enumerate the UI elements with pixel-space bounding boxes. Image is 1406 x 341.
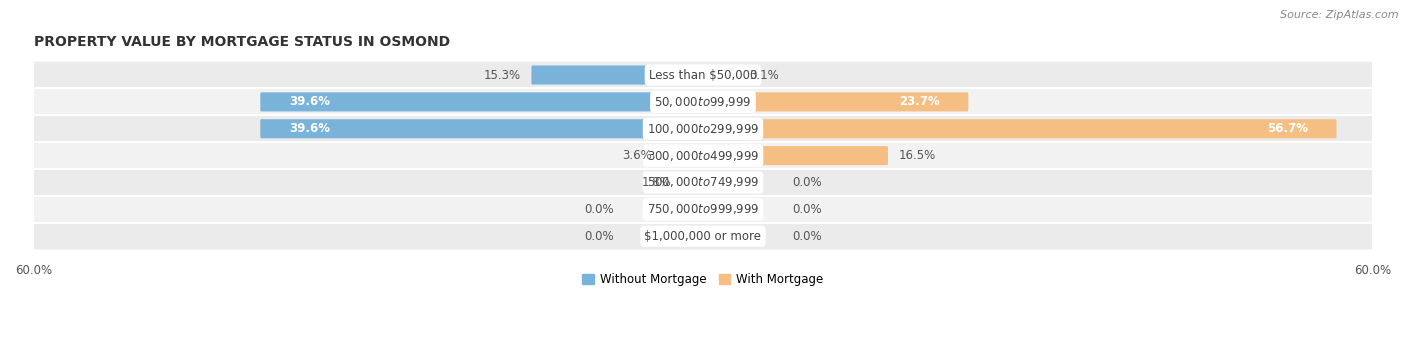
Text: PROPERTY VALUE BY MORTGAGE STATUS IN OSMOND: PROPERTY VALUE BY MORTGAGE STATUS IN OSM… [34,35,450,49]
Text: $50,000 to $99,999: $50,000 to $99,999 [654,95,752,109]
Text: 39.6%: 39.6% [290,122,330,135]
Text: 16.5%: 16.5% [898,149,935,162]
Text: 0.0%: 0.0% [792,230,823,243]
Text: Less than $50,000: Less than $50,000 [648,69,758,81]
FancyBboxPatch shape [11,62,1395,88]
Text: 39.6%: 39.6% [290,95,330,108]
FancyBboxPatch shape [662,146,704,165]
FancyBboxPatch shape [11,169,1395,196]
Text: 0.0%: 0.0% [792,176,823,189]
Text: 1.8%: 1.8% [643,176,672,189]
FancyBboxPatch shape [11,223,1395,250]
Text: $1,000,000 or more: $1,000,000 or more [644,230,762,243]
FancyBboxPatch shape [11,89,1395,115]
Text: 23.7%: 23.7% [898,95,939,108]
FancyBboxPatch shape [11,116,1395,142]
Text: $100,000 to $299,999: $100,000 to $299,999 [647,122,759,136]
FancyBboxPatch shape [682,173,704,192]
Text: 0.0%: 0.0% [583,230,614,243]
FancyBboxPatch shape [11,196,1395,223]
Text: 0.0%: 0.0% [583,203,614,216]
FancyBboxPatch shape [702,146,889,165]
Text: $300,000 to $499,999: $300,000 to $499,999 [647,149,759,163]
Text: 3.1%: 3.1% [749,69,779,81]
Legend: Without Mortgage, With Mortgage: Without Mortgage, With Mortgage [578,268,828,291]
FancyBboxPatch shape [702,65,738,85]
Text: 0.0%: 0.0% [792,203,823,216]
FancyBboxPatch shape [11,142,1395,169]
FancyBboxPatch shape [531,65,704,85]
FancyBboxPatch shape [702,119,1337,138]
FancyBboxPatch shape [260,119,704,138]
FancyBboxPatch shape [702,92,969,112]
Text: 15.3%: 15.3% [484,69,522,81]
Text: 3.6%: 3.6% [621,149,651,162]
FancyBboxPatch shape [260,92,704,112]
Text: $750,000 to $999,999: $750,000 to $999,999 [647,202,759,216]
Text: Source: ZipAtlas.com: Source: ZipAtlas.com [1281,10,1399,20]
Text: 56.7%: 56.7% [1267,122,1308,135]
Text: $500,000 to $749,999: $500,000 to $749,999 [647,176,759,190]
